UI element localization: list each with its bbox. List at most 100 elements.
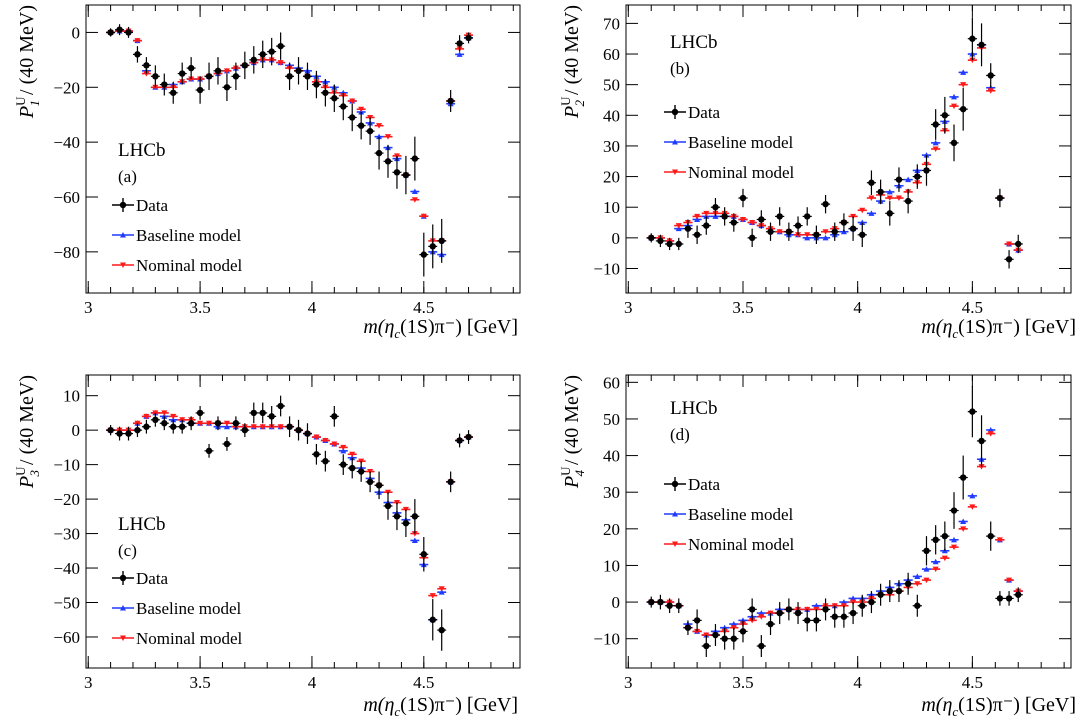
data-point xyxy=(276,32,286,60)
y-tick-label: −20 xyxy=(53,78,80,97)
data-point xyxy=(276,395,286,417)
y-tick-label: 0 xyxy=(72,23,81,42)
x-tick-label: 4 xyxy=(853,298,862,317)
data-marker xyxy=(250,56,257,64)
data-point xyxy=(294,57,303,85)
data-point xyxy=(428,599,438,641)
data-marker xyxy=(996,194,1004,202)
data-point xyxy=(285,62,295,91)
data-point xyxy=(106,28,116,37)
data-marker xyxy=(223,440,231,448)
data-point xyxy=(765,222,776,241)
triangle-down-marker xyxy=(358,106,365,113)
data-marker xyxy=(767,228,774,235)
data-point xyxy=(857,594,867,617)
baseline-model-point xyxy=(410,188,420,195)
nominal-model-point xyxy=(885,195,895,202)
data-marker xyxy=(804,617,811,624)
data-marker xyxy=(384,158,392,165)
triangle-down-marker xyxy=(932,566,939,573)
data-point xyxy=(231,416,241,431)
data-marker xyxy=(456,40,463,47)
y-tick-label: 40 xyxy=(603,106,620,125)
data-point xyxy=(222,73,232,101)
triangle-down-marker xyxy=(859,207,866,214)
data-marker xyxy=(143,62,150,69)
data-marker xyxy=(822,200,829,208)
legend-marker xyxy=(119,574,127,582)
triangle-down-marker xyxy=(429,593,436,599)
plot-frame xyxy=(85,374,521,669)
data-point xyxy=(419,537,429,572)
data-point xyxy=(793,216,803,235)
data-marker xyxy=(438,626,445,634)
data-point xyxy=(775,602,785,625)
baseline-model-point xyxy=(931,558,941,565)
data-marker xyxy=(366,478,374,486)
data-point xyxy=(356,111,366,140)
data-point xyxy=(446,471,456,493)
data-point xyxy=(186,57,196,80)
data-marker xyxy=(259,51,266,58)
data-marker xyxy=(932,121,939,128)
triangle-down-marker xyxy=(1006,241,1013,247)
data-marker xyxy=(831,613,838,620)
data-marker xyxy=(196,409,204,417)
triangle-up-marker xyxy=(161,413,168,419)
nominal-model-point xyxy=(894,195,904,202)
triangle-down-marker xyxy=(951,103,958,110)
y-tick-label: −30 xyxy=(53,525,80,544)
data-point xyxy=(857,222,867,248)
data-point xyxy=(912,594,922,617)
data-marker xyxy=(776,609,783,617)
nominal-model-point xyxy=(857,207,867,214)
triangle-down-marker xyxy=(376,123,383,129)
data-marker xyxy=(349,114,356,121)
x-tick-label: 3.5 xyxy=(189,673,210,692)
data-point xyxy=(446,90,456,112)
triangle-up-marker xyxy=(923,566,930,572)
data-marker xyxy=(241,426,249,434)
nominal-model-point xyxy=(912,581,922,587)
data-point xyxy=(168,419,178,434)
triangle-down-marker xyxy=(895,195,902,202)
triangle-up-marker xyxy=(960,518,967,524)
nominal-model-point xyxy=(276,60,286,66)
data-marker xyxy=(331,413,338,420)
panel-tag: (a) xyxy=(118,167,137,186)
data-marker xyxy=(331,95,338,102)
data-point xyxy=(811,609,821,632)
legend-marker xyxy=(671,480,679,488)
data-marker xyxy=(447,97,454,105)
data-point xyxy=(949,492,959,529)
nominal-model-point xyxy=(995,537,1005,543)
triangle-up-marker xyxy=(886,188,893,195)
data-point xyxy=(419,232,429,277)
nominal-model-point xyxy=(692,213,702,220)
data-point xyxy=(729,627,739,650)
data-marker xyxy=(116,26,123,33)
data-point xyxy=(967,17,977,61)
data-marker xyxy=(978,437,985,445)
triangle-down-marker xyxy=(886,195,893,202)
data-marker xyxy=(877,591,884,598)
nominal-model-point xyxy=(775,229,785,235)
data-point xyxy=(392,155,402,189)
legend-item: Data xyxy=(664,103,721,122)
nominal-model-point xyxy=(931,566,941,573)
data-marker xyxy=(666,602,673,609)
data-point xyxy=(802,609,812,632)
data-point xyxy=(793,602,803,625)
nominal-model-point xyxy=(1004,241,1014,247)
x-axis-title: m(ηc(1S)π⁻) [GeV] xyxy=(363,694,518,719)
nominal-model-point xyxy=(921,577,932,584)
data-marker xyxy=(178,423,186,430)
data-point xyxy=(967,385,977,438)
data-point xyxy=(213,416,223,431)
y-tick-label: −10 xyxy=(593,259,620,278)
nominal-model-point xyxy=(866,195,877,202)
data-point xyxy=(720,627,730,650)
data-marker xyxy=(366,127,374,135)
data-marker xyxy=(904,580,912,587)
